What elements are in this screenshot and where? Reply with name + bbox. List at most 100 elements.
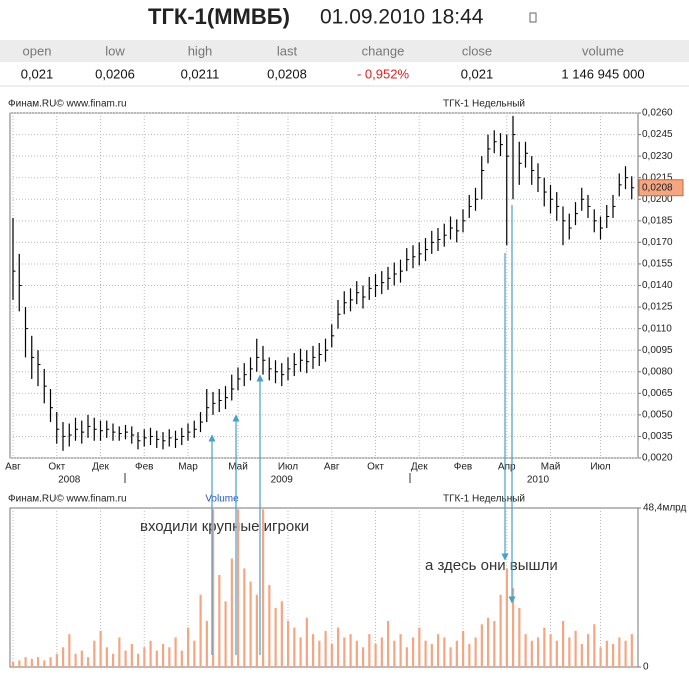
y-tick-label: 0,0170 [642, 237, 673, 248]
volume-bar [199, 594, 202, 667]
volume-bar [212, 509, 215, 667]
column-value: 0,021 [461, 66, 494, 81]
volume-bar [568, 637, 571, 667]
volume-bar [18, 660, 21, 667]
volume-bar [512, 588, 515, 667]
volume-bar [580, 644, 583, 667]
volume-bar [299, 637, 302, 667]
volume-bar [530, 640, 533, 667]
volume-bar [230, 558, 233, 667]
volume-bar [524, 634, 527, 667]
volume-bar [55, 653, 58, 667]
y-tick-label: 0,0050 [642, 410, 673, 421]
volume-bar [312, 634, 315, 667]
y-tick-label: 0,0110 [642, 323, 672, 334]
year-label: 2010 [527, 475, 550, 486]
volume-bar [137, 653, 140, 667]
volume-bar [499, 594, 502, 667]
x-tick-label: Мар [178, 462, 198, 473]
y-tick-label: 48,4млрд [643, 503, 687, 514]
volume-bar [105, 647, 108, 667]
title: ТГК-1(ММВБ) [148, 4, 290, 29]
volume-bar [493, 621, 496, 667]
volume-bar [162, 644, 165, 667]
volume-bar [612, 644, 615, 667]
volume-bar [30, 658, 33, 667]
volume-bar [337, 627, 340, 667]
volume-bar [437, 634, 440, 667]
volume-bar [243, 568, 246, 667]
volume-bar [605, 640, 608, 667]
volume-bar [387, 621, 390, 667]
x-tick-label: Май [541, 462, 561, 473]
volume-bar [468, 644, 471, 667]
volume-bar [318, 640, 321, 667]
column-value: 0,0211 [181, 66, 220, 81]
volume-bar [487, 617, 490, 667]
y-tick-label: 0,0185 [642, 215, 673, 226]
volume-bar [268, 584, 271, 667]
volume-bar [37, 657, 40, 667]
x-tick-label: Окт [48, 462, 65, 473]
volume-bar [43, 660, 46, 667]
volume-bar [68, 634, 71, 667]
volume-bar [193, 640, 196, 667]
volume-bar [155, 650, 158, 667]
volume-bar [412, 637, 415, 667]
volume-bar [293, 627, 296, 667]
volume-bar [330, 644, 333, 667]
volume-bar [355, 640, 358, 667]
legend: Volume [205, 494, 239, 505]
y-tick-label: 0,0020 [642, 453, 673, 464]
volume-bar [24, 657, 27, 667]
x-tick-label: Авг [5, 462, 21, 473]
y-tick-label: 0,0065 [642, 388, 673, 399]
volume-bar [274, 607, 277, 667]
volume-bar [537, 637, 540, 667]
x-tick-label: Фев [454, 462, 472, 473]
chart-title: ТГК-1 Недельный [443, 494, 525, 505]
volume-bar [130, 644, 133, 667]
volume-bar [462, 630, 465, 667]
volume-bar [562, 621, 565, 667]
volume-bar [149, 640, 152, 667]
volume-bar [187, 627, 190, 667]
year-label: 2008 [58, 475, 81, 486]
x-tick-label: Авг [324, 462, 340, 473]
column-header: low [105, 43, 125, 58]
volume-bar [587, 634, 590, 667]
datetime: 01.09.2010 18:44 [320, 6, 484, 29]
volume-bar [324, 630, 327, 667]
volume-bar [237, 509, 240, 667]
volume-bar [393, 640, 396, 667]
volume-bar [249, 581, 252, 667]
volume-bar [80, 650, 83, 667]
volume-bar [430, 644, 433, 667]
volume-bar [555, 640, 558, 667]
chart-title: ТГК-1 Недельный [443, 99, 525, 110]
y-tick-label: 0,0095 [642, 345, 673, 356]
volume-bar [405, 647, 408, 667]
y-tick-label: 0,0215 [642, 172, 673, 183]
volume-frame [9, 507, 639, 668]
volume-bar [362, 647, 365, 667]
table-header-bg [0, 40, 689, 62]
volume-bar [280, 601, 283, 667]
volume-bar [124, 650, 127, 667]
volume-bar [624, 640, 627, 667]
volume-bar [49, 657, 52, 667]
volume-bar [224, 601, 227, 667]
volume-bar [112, 653, 115, 667]
volume-bar [599, 647, 602, 667]
volume-bar [168, 647, 171, 667]
calc-icon[interactable] [529, 12, 537, 23]
volume-bar [349, 634, 352, 667]
volume-bar [443, 637, 446, 667]
volume-bar [374, 644, 377, 667]
x-tick-label: Апр [498, 462, 516, 473]
x-tick-label: Дек [411, 462, 428, 473]
column-value: 1 146 945 000 [561, 66, 644, 81]
volume-bar [474, 637, 477, 667]
volume-bar [118, 637, 121, 667]
